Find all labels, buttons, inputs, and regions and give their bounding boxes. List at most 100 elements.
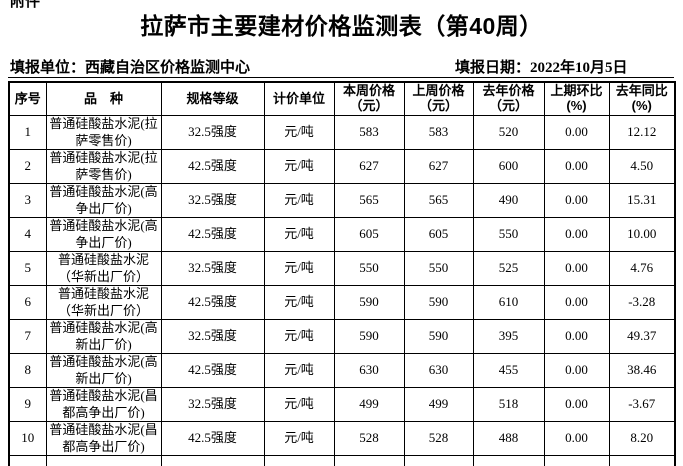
cell-last-year-price: 600 <box>472 149 545 184</box>
cell-variety: 普通硅酸盐水泥(高新出厂价) <box>45 319 162 354</box>
attachment-label: 附件 <box>10 0 41 10</box>
cell-pricing-unit: 元/吨 <box>263 217 335 252</box>
cell-spec-grade: 32.5强度 <box>160 251 265 286</box>
cell-yoy-change: 49.37 <box>608 319 676 354</box>
cell-last-week-price: 605 <box>403 217 474 252</box>
cell-mom-change: 0.00 <box>543 115 610 150</box>
cell-this-week-price: 627 <box>333 149 405 184</box>
table-header: 序号 品 种 规格等级 计价单位 本周价格 （元） 上周价格 （元） 去年价格 … <box>8 81 676 116</box>
cell-yoy-change: 38.46 <box>608 353 676 388</box>
table-row: 3 普通硅酸盐水泥(高争出厂价) 32.5强度 元/吨 565 565 490 … <box>8 183 676 218</box>
header-variety: 品 种 <box>45 81 162 116</box>
header-last-week-price: 上周价格 （元） <box>403 81 474 116</box>
table-header-row: 序号 品 种 规格等级 计价单位 本周价格 （元） 上周价格 （元） 去年价格 … <box>8 81 676 116</box>
cell-variety: 普通硅酸盐水泥（华新出厂价） <box>45 285 162 320</box>
cell-last-week-price: 590 <box>403 319 474 354</box>
cell-last-year-price: 518 <box>472 387 545 422</box>
cell-last-week-price: 550 <box>403 251 474 286</box>
cell-spec-grade: 42.5强度 <box>160 285 265 320</box>
cell-pricing-unit: 元/吨 <box>263 285 335 320</box>
header-spec-grade: 规格等级 <box>160 81 265 116</box>
table-row: 7 普通硅酸盐水泥(高新出厂价) 32.5强度 元/吨 590 590 395 … <box>8 319 676 354</box>
cell-variety: 普通硅酸盐水泥(昌都高争出厂价) <box>45 387 162 422</box>
cell-mom-change: 0.00 <box>543 217 610 252</box>
cell-pricing-unit: 元/吨 <box>263 387 335 422</box>
reporting-date-label: 填报日期：2022年10月5日 <box>455 60 628 76</box>
cell-last-week-price: 583 <box>403 115 474 150</box>
cell-seq: 1 <box>8 115 47 150</box>
cell-yoy-change: 15.31 <box>608 183 676 218</box>
cell-mom-change: 0.00 <box>543 387 610 422</box>
header-seq: 序号 <box>8 81 47 116</box>
cell-pricing-unit: 元/吨 <box>263 319 335 354</box>
table-row: 6 普通硅酸盐水泥（华新出厂价） 42.5强度 元/吨 590 590 610 … <box>8 285 676 320</box>
cell-last-week-price: 590 <box>403 285 474 320</box>
table-row: 2 普通硅酸盐水泥(拉萨零售价) 42.5强度 元/吨 627 627 600 … <box>8 149 676 184</box>
cell-yoy-change <box>608 455 676 466</box>
cell-last-year-price: 520 <box>472 115 545 150</box>
cell-last-year-price: 488 <box>472 421 545 456</box>
cell-last-week-price: 499 <box>403 387 474 422</box>
cell-seq: 9 <box>8 387 47 422</box>
cell-spec-grade: 42.5强度 <box>160 149 265 184</box>
cell-seq <box>8 455 47 466</box>
cell-spec-grade: 32.5强度 <box>160 115 265 150</box>
cell-pricing-unit <box>263 455 335 466</box>
cell-this-week-price: 590 <box>333 319 405 354</box>
table-row-clipped <box>8 455 676 466</box>
cell-variety <box>45 455 162 466</box>
cell-seq: 5 <box>8 251 47 286</box>
cell-mom-change <box>543 455 610 466</box>
header-mom-change: 上期环比 (%) <box>543 81 610 116</box>
cell-pricing-unit: 元/吨 <box>263 421 335 456</box>
cell-seq: 7 <box>8 319 47 354</box>
cell-yoy-change: 12.12 <box>608 115 676 150</box>
cell-pricing-unit: 元/吨 <box>263 353 335 388</box>
cell-spec-grade: 32.5强度 <box>160 319 265 354</box>
cell-seq: 8 <box>8 353 47 388</box>
cell-mom-change: 0.00 <box>543 251 610 286</box>
cell-spec-grade: 32.5强度 <box>160 387 265 422</box>
cell-last-year-price <box>472 455 545 466</box>
cell-last-year-price: 610 <box>472 285 545 320</box>
cell-yoy-change: 8.20 <box>608 421 676 456</box>
cell-this-week-price: 605 <box>333 217 405 252</box>
page-title: 拉萨市主要建材价格监测表（第40周） <box>140 13 543 39</box>
cell-this-week-price: 565 <box>333 183 405 218</box>
table-row: 4 普通硅酸盐水泥(高争出厂价) 42.5强度 元/吨 605 605 550 … <box>8 217 676 252</box>
cell-variety: 普通硅酸盐水泥(高争出厂价) <box>45 183 162 218</box>
table-row: 5 普通硅酸盐水泥（华新出厂价） 32.5强度 元/吨 550 550 525 … <box>8 251 676 286</box>
cell-variety: 普通硅酸盐水泥(高新出厂价) <box>45 353 162 388</box>
cell-seq: 4 <box>8 217 47 252</box>
cell-last-week-price: 627 <box>403 149 474 184</box>
cell-mom-change: 0.00 <box>543 183 610 218</box>
header-yoy-change: 去年同比 (%) <box>608 81 676 116</box>
cell-mom-change: 0.00 <box>543 353 610 388</box>
cell-pricing-unit: 元/吨 <box>263 251 335 286</box>
table-row: 8 普通硅酸盐水泥(高新出厂价) 42.5强度 元/吨 630 630 455 … <box>8 353 676 388</box>
cell-pricing-unit: 元/吨 <box>263 183 335 218</box>
cell-seq: 2 <box>8 149 47 184</box>
cell-this-week-price: 550 <box>333 251 405 286</box>
cell-spec-grade: 32.5强度 <box>160 183 265 218</box>
table-body: 1 普通硅酸盐水泥(拉萨零售价) 32.5强度 元/吨 583 583 520 … <box>8 115 676 466</box>
cell-seq: 3 <box>8 183 47 218</box>
report-info-row: 填报单位：西藏自治区价格监测中心 填报日期：2022年10月5日 <box>8 55 674 78</box>
header-pricing-unit: 计价单位 <box>263 81 335 116</box>
cell-variety: 普通硅酸盐水泥（华新出厂价） <box>45 251 162 286</box>
cell-variety: 普通硅酸盐水泥(高争出厂价) <box>45 217 162 252</box>
reporting-unit-label: 填报单位：西藏自治区价格监测中心 <box>10 60 251 76</box>
cell-spec-grade <box>160 455 265 466</box>
cell-last-year-price: 395 <box>472 319 545 354</box>
table-row: 1 普通硅酸盐水泥(拉萨零售价) 32.5强度 元/吨 583 583 520 … <box>8 115 676 150</box>
cell-yoy-change: -3.67 <box>608 387 676 422</box>
cell-pricing-unit: 元/吨 <box>263 115 335 150</box>
cell-mom-change: 0.00 <box>543 319 610 354</box>
cell-last-year-price: 490 <box>472 183 545 218</box>
cell-mom-change: 0.00 <box>543 149 610 184</box>
cell-last-week-price: 565 <box>403 183 474 218</box>
cell-this-week-price: 630 <box>333 353 405 388</box>
cell-seq: 10 <box>8 421 47 456</box>
cell-this-week-price <box>333 455 405 466</box>
